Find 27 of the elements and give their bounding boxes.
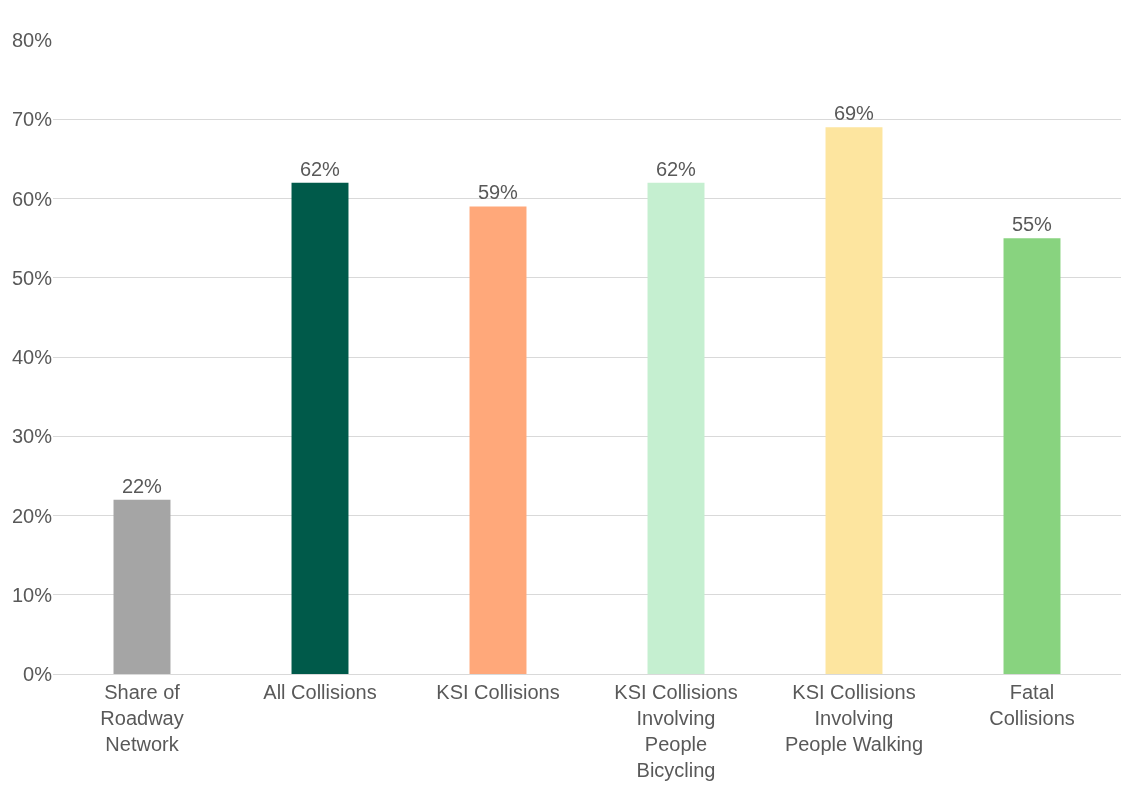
data-label: 62%: [655, 157, 697, 180]
y-tick-label: 50%: [11, 266, 53, 289]
bar: [1003, 238, 1061, 674]
x-tick-label: KSI Collisions Involving People Walking: [784, 681, 924, 756]
bar: [647, 182, 705, 674]
data-label: 62%: [299, 157, 341, 180]
bar: [113, 499, 171, 674]
bar: [469, 206, 527, 674]
y-tick-label: 20%: [11, 504, 53, 527]
x-tick-label: KSI Collisions Involving People Bicycling: [614, 681, 738, 782]
y-tick-label: 40%: [11, 346, 53, 368]
x-tick-label: KSI Collisions: [436, 681, 560, 704]
data-label: 69%: [833, 102, 875, 125]
y-tick-label: 10%: [11, 583, 53, 606]
bar: [825, 127, 883, 674]
x-tick-label: All Collisions: [263, 681, 377, 704]
y-tick-label: 70%: [11, 108, 53, 131]
data-label: 59%: [477, 181, 519, 204]
x-tick-label: Fatal Collisions: [989, 681, 1075, 730]
data-label: 22%: [121, 474, 163, 497]
y-tick-label: 0%: [23, 663, 53, 685]
y-tick-label: 80%: [11, 29, 53, 51]
data-label: 55%: [1011, 213, 1053, 236]
y-tick-label: 30%: [11, 425, 53, 448]
bar: [291, 182, 349, 674]
y-tick-label: 60%: [11, 187, 53, 210]
x-tick-label: Share of Roadway Network: [100, 681, 184, 756]
